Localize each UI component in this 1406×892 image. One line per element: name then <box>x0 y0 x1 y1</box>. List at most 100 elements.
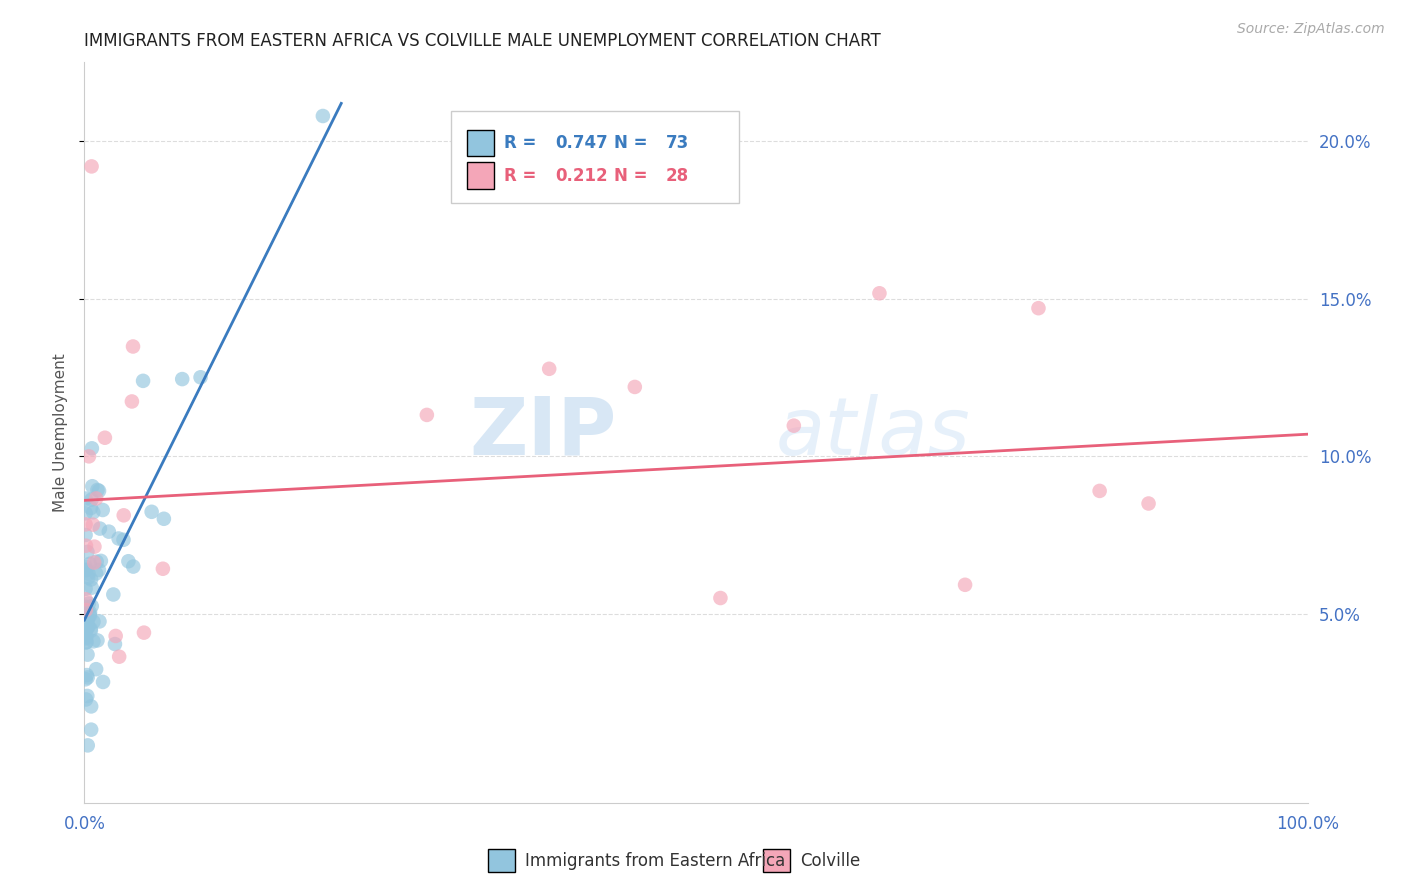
Point <box>77 566 100 581</box>
Point <box>76 689 98 703</box>
Point <box>107 532 129 546</box>
Point <box>82 517 104 532</box>
Text: R =: R = <box>503 134 543 153</box>
Point <box>152 562 174 576</box>
Point <box>80 699 103 714</box>
Point <box>117 554 139 568</box>
Text: N =: N = <box>614 167 654 185</box>
Text: 0.747: 0.747 <box>555 134 607 153</box>
Point <box>112 508 135 523</box>
Point <box>83 556 105 570</box>
Point <box>75 632 97 646</box>
Point <box>1088 483 1111 498</box>
Point <box>89 522 111 536</box>
Point <box>75 582 97 596</box>
Point <box>86 555 108 569</box>
Point <box>79 608 101 623</box>
Point <box>75 592 97 607</box>
Point <box>709 591 731 605</box>
Point <box>80 501 103 516</box>
Point <box>75 692 97 706</box>
Point <box>783 418 806 433</box>
Point <box>83 540 105 554</box>
Point <box>122 339 145 353</box>
Point <box>76 635 98 649</box>
Point <box>1028 301 1050 315</box>
Text: 73: 73 <box>665 134 689 153</box>
Point <box>91 675 114 690</box>
FancyBboxPatch shape <box>467 162 494 189</box>
Point <box>190 370 212 384</box>
Point <box>75 517 97 532</box>
Text: IMMIGRANTS FROM EASTERN AFRICA VS COLVILLE MALE UNEMPLOYMENT CORRELATION CHART: IMMIGRANTS FROM EASTERN AFRICA VS COLVIL… <box>84 32 882 50</box>
Point <box>79 606 101 620</box>
Point <box>75 559 97 574</box>
Point <box>75 539 97 553</box>
Text: 28: 28 <box>665 167 689 185</box>
Point <box>869 286 891 301</box>
Point <box>76 613 98 627</box>
Point <box>108 649 131 664</box>
Point <box>80 160 103 174</box>
Point <box>84 566 107 581</box>
Point <box>104 637 127 651</box>
Point <box>86 633 108 648</box>
Y-axis label: Male Unemployment: Male Unemployment <box>53 353 69 512</box>
Point <box>90 554 112 568</box>
Point <box>80 581 103 595</box>
Point <box>153 512 176 526</box>
Point <box>79 607 101 622</box>
Text: R =: R = <box>503 167 543 185</box>
Point <box>79 622 101 636</box>
Point <box>82 505 104 519</box>
Point <box>87 483 110 498</box>
Point <box>312 109 335 123</box>
Point <box>953 578 976 592</box>
FancyBboxPatch shape <box>488 849 515 871</box>
Point <box>84 491 107 506</box>
Point <box>77 450 100 464</box>
Point <box>103 587 125 601</box>
Point <box>75 563 97 577</box>
Point <box>77 620 100 634</box>
Point <box>75 630 97 644</box>
Point <box>76 622 98 636</box>
Point <box>75 599 97 614</box>
Text: Source: ZipAtlas.com: Source: ZipAtlas.com <box>1237 22 1385 37</box>
Point <box>82 479 104 493</box>
Point <box>75 528 97 542</box>
Point <box>76 616 98 631</box>
Point <box>75 506 97 520</box>
Point <box>75 635 97 649</box>
Point <box>87 563 110 577</box>
Text: ZIP: ZIP <box>470 393 616 472</box>
Point <box>80 492 103 507</box>
Point <box>75 603 97 617</box>
Text: Immigrants from Eastern Africa: Immigrants from Eastern Africa <box>524 852 785 870</box>
Point <box>77 619 100 633</box>
Point <box>416 408 439 422</box>
Point <box>84 662 107 676</box>
Point <box>538 361 561 376</box>
Text: 0.212: 0.212 <box>555 167 607 185</box>
FancyBboxPatch shape <box>467 130 494 156</box>
Point <box>80 624 103 638</box>
Point <box>76 629 98 643</box>
Point <box>79 557 101 571</box>
Point <box>80 599 103 613</box>
Point <box>77 597 100 611</box>
Point <box>75 563 97 577</box>
Point <box>80 442 103 456</box>
Point <box>132 374 155 388</box>
Point <box>76 668 98 682</box>
Point <box>89 615 111 629</box>
Point <box>75 673 97 687</box>
Point <box>91 503 114 517</box>
Point <box>76 545 98 559</box>
Text: atlas: atlas <box>776 393 970 472</box>
FancyBboxPatch shape <box>763 849 790 871</box>
Point <box>76 670 98 684</box>
Point <box>112 533 135 547</box>
Point <box>82 615 104 629</box>
Point <box>172 372 194 386</box>
